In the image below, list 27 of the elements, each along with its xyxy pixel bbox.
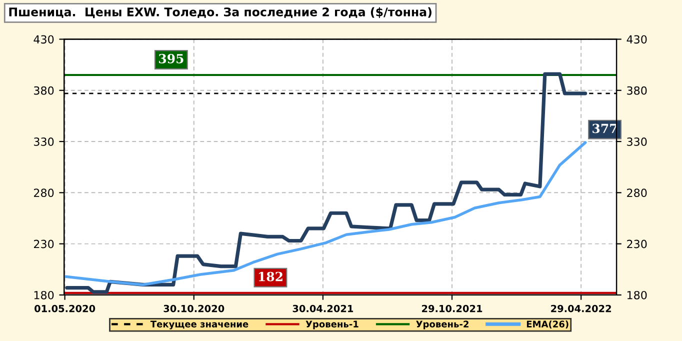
x-tick-label: 29.04.2022 <box>551 304 611 312</box>
annotation: 377 <box>592 124 617 134</box>
annotation: 395 <box>159 54 184 64</box>
y2-tick-label: 380 <box>627 86 647 95</box>
legend-label: Уровень-1 <box>306 320 358 330</box>
line-series <box>64 141 587 286</box>
annotation: 182 <box>258 272 282 282</box>
y-tick-label: 230 <box>34 240 54 248</box>
y2-tick-label: 430 <box>626 35 647 44</box>
y-tick-label: 280 <box>34 188 54 198</box>
y2-tick-label: 180 <box>627 290 647 300</box>
y2-tick-label: 330 <box>627 137 647 146</box>
y-tick-label: 430 <box>34 35 54 44</box>
line-series <box>65 72 588 294</box>
legend-label: EMA(26) <box>526 320 568 329</box>
x-tick-label: 01.05.2020 <box>34 304 96 312</box>
y2-tick-label: 230 <box>627 240 647 248</box>
y-tick-label: 380 <box>34 86 54 95</box>
legend-label: Уровень-2 <box>416 320 468 330</box>
x-tick-label: 30.10.2020 <box>164 304 224 312</box>
x-tick-label: 30.04.2021 <box>292 304 354 312</box>
x-tick-label: 29.10.2021 <box>422 304 482 312</box>
chart-title: Пшеница. Цены EXW. Толедо. За последние 2 года ($/тонна) <box>9 7 432 18</box>
y2-tick-label: 280 <box>627 188 647 198</box>
legend-label: Текущее значение <box>150 320 248 330</box>
y-tick-label: 180 <box>34 290 54 300</box>
y-tick-label: 330 <box>34 137 54 146</box>
